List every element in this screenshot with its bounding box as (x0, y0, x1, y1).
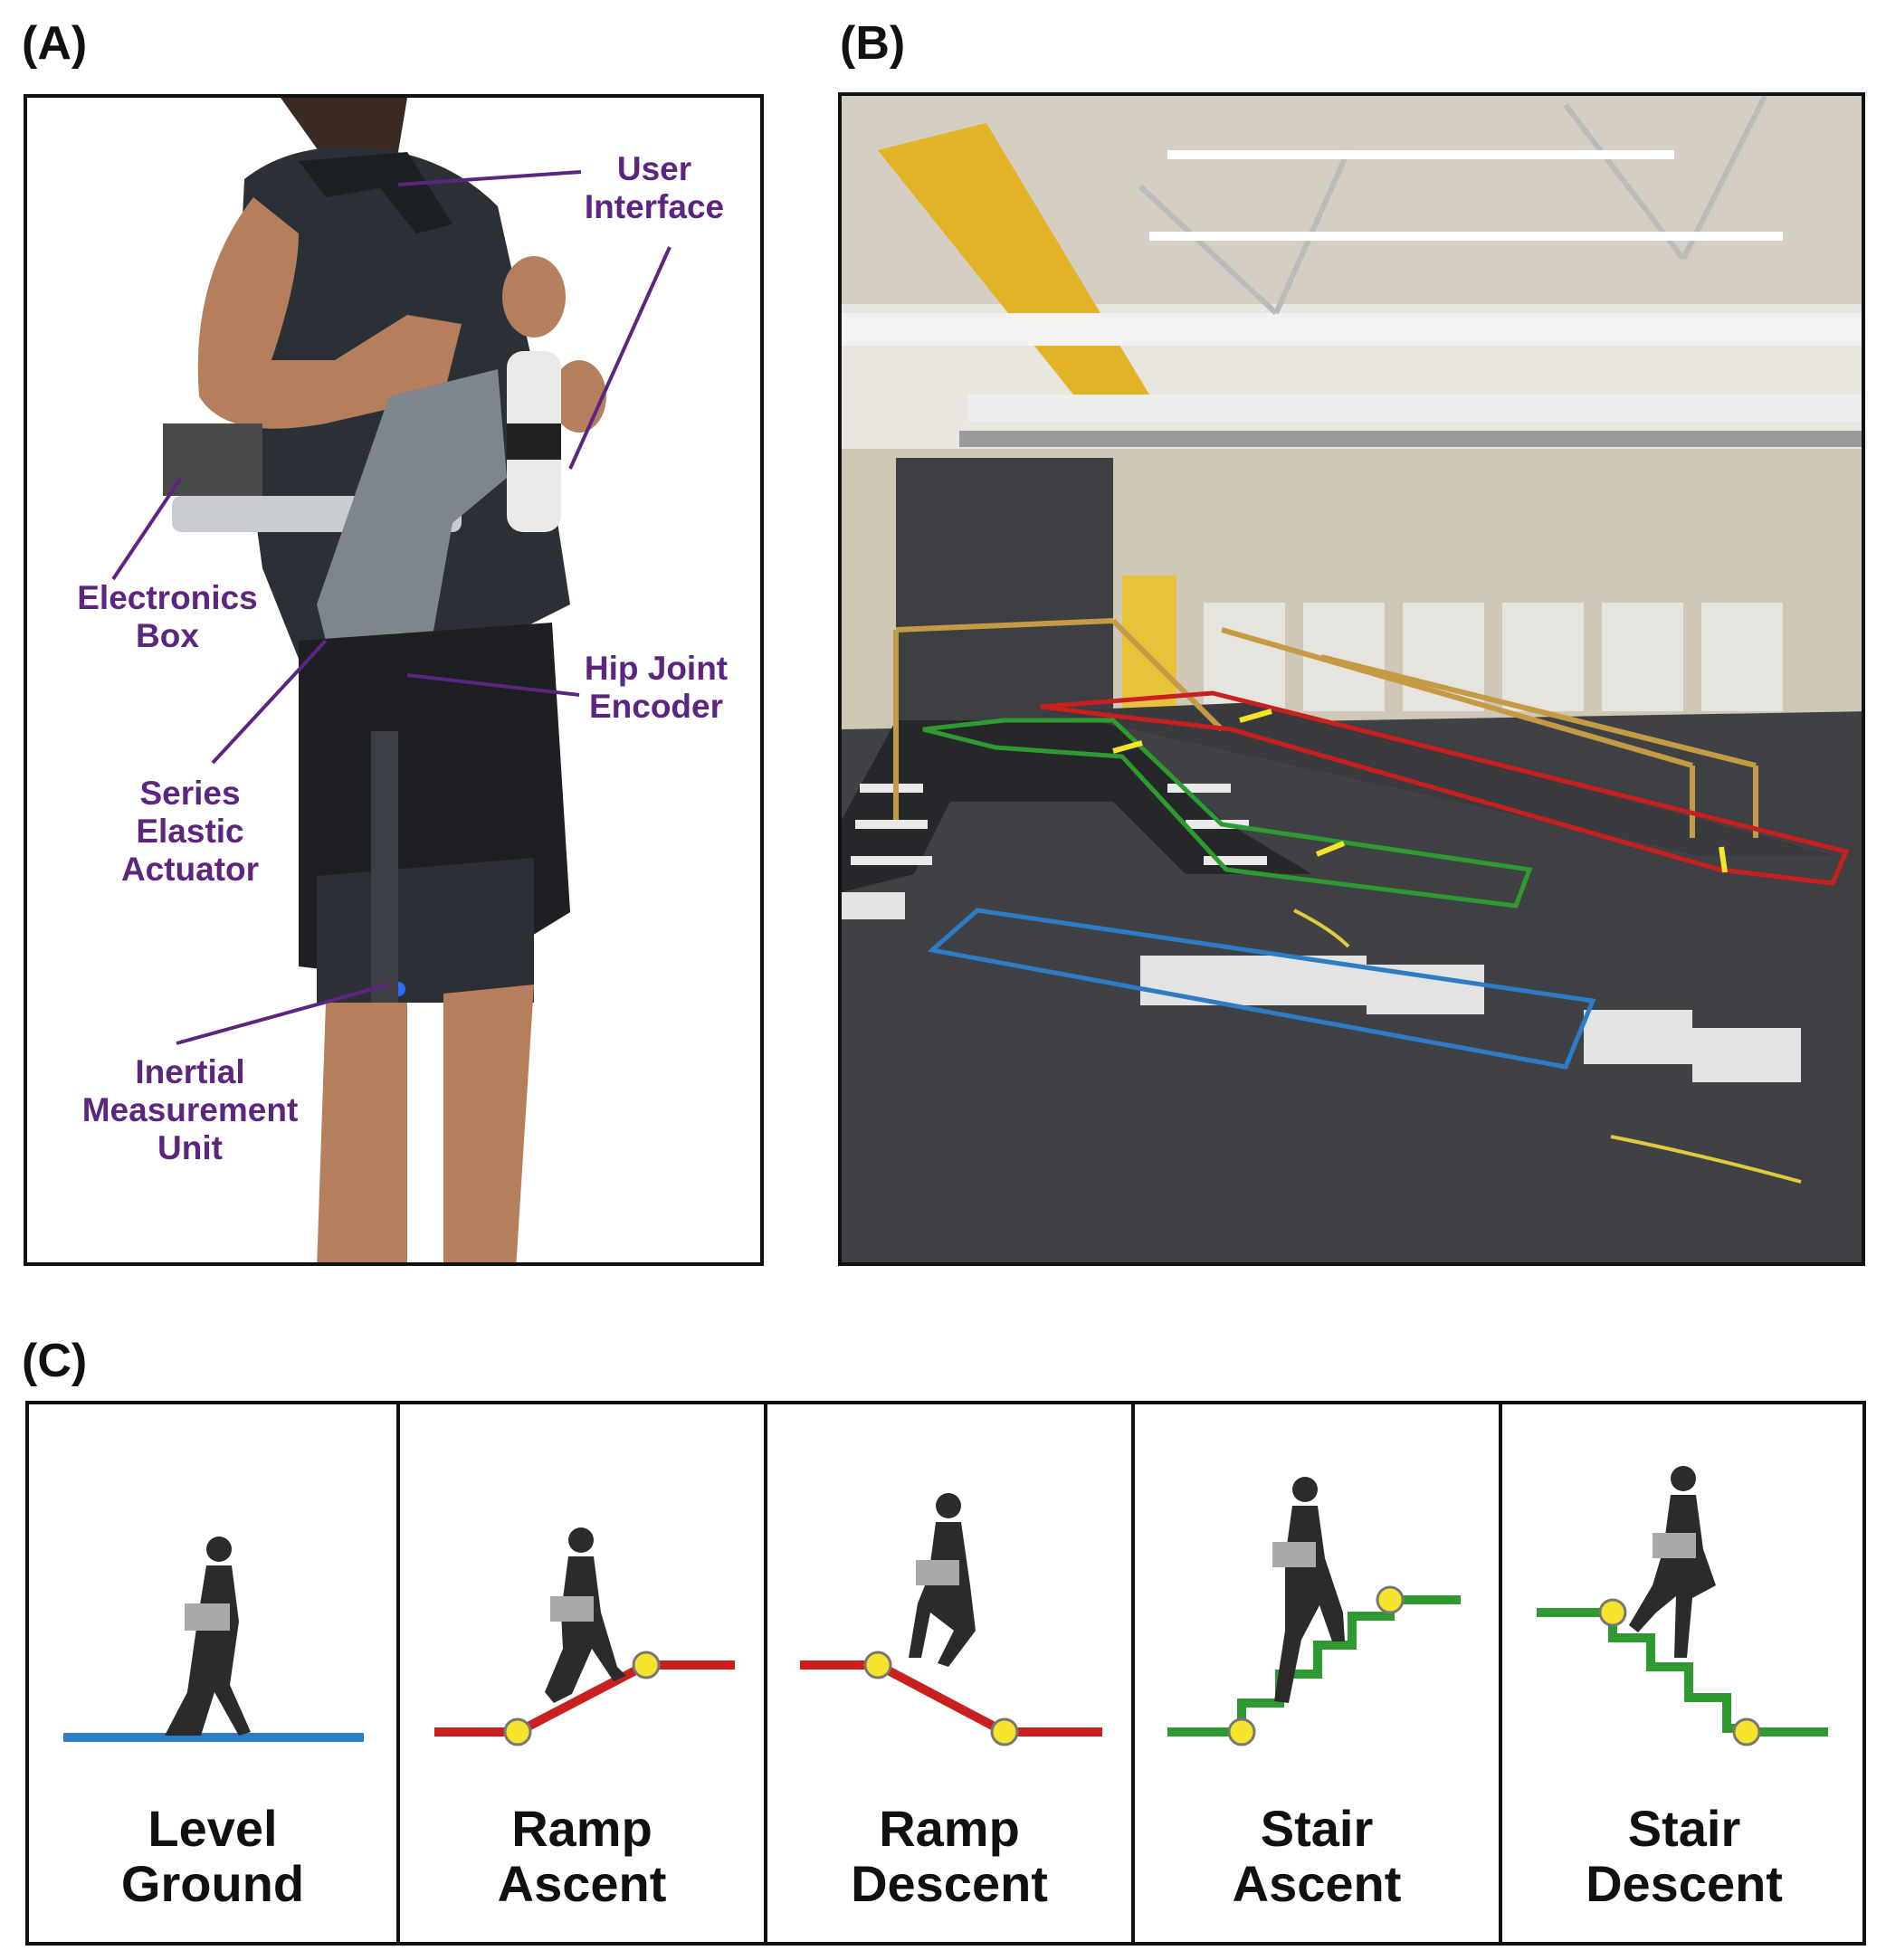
transition-marker (503, 1717, 532, 1746)
mode-label-stair-descent: Stair Descent (1586, 1800, 1783, 1912)
transition-marker (1227, 1717, 1256, 1746)
callout-electronics-box: Electronics Box (77, 579, 258, 654)
transition-marker (1732, 1717, 1761, 1746)
mode-ramp-descent: Ramp Descent (764, 1404, 1131, 1942)
transition-marker (990, 1717, 1019, 1746)
mode-stair-ascent: Stair Ascent (1131, 1404, 1499, 1942)
stair-descent-diagram (1537, 1466, 1828, 1746)
ramp-outline (1040, 690, 1850, 886)
stair-outline (922, 718, 1533, 909)
mode-stair-descent: Stair Descent (1499, 1404, 1862, 1942)
walker-figure-icon (909, 1493, 976, 1667)
callout-series-elastic-actuator: Series Elastic Actuator (120, 775, 260, 888)
callout-user-interface: User Interface (584, 150, 725, 225)
walker-figure-icon (1272, 1477, 1345, 1703)
panel-a-photo-frame: User Interface Electronics Box Hip Joint… (24, 94, 764, 1266)
mode-label-ramp-ascent: Ramp Ascent (497, 1800, 667, 1912)
ramp-descent-diagram (800, 1493, 1102, 1746)
level-ground-outline (927, 908, 1596, 1070)
panel-b-letter: (B) (840, 17, 906, 70)
transition-marker (863, 1651, 892, 1679)
transition-marker (632, 1651, 661, 1679)
locomotion-modes-table: Level Ground Ramp Ascent Ram (25, 1401, 1866, 1946)
walker-figure-icon (165, 1537, 251, 1736)
transition-marker (1598, 1598, 1627, 1627)
panel-c-letter: (C) (22, 1335, 88, 1387)
walker-figure-icon (545, 1527, 626, 1703)
mode-label-stair-ascent: Stair Ascent (1232, 1800, 1402, 1912)
stair-ascent-diagram (1167, 1477, 1461, 1746)
mode-label-ramp-descent: Ramp Descent (851, 1800, 1048, 1912)
transition-marker (1376, 1585, 1405, 1614)
mode-level-ground: Level Ground (29, 1404, 396, 1942)
exoskeleton-user-illustration (111, 98, 672, 1262)
ramp-ascent-diagram (434, 1527, 735, 1746)
mode-ramp-ascent: Ramp Ascent (396, 1404, 764, 1942)
mode-label-level-ground: Level Ground (120, 1800, 305, 1912)
lab-walkway-photo (842, 96, 1862, 1262)
callout-inertial-measurement-unit: Inertial Measurement Unit (81, 1053, 299, 1166)
callout-hip-joint-encoder: Hip Joint Encoder (584, 650, 729, 725)
level-ground-diagram (63, 1537, 364, 1742)
panel-b-photo-frame (838, 92, 1865, 1266)
walker-figure-icon (1629, 1466, 1716, 1658)
panel-a-letter: (A) (22, 17, 88, 70)
